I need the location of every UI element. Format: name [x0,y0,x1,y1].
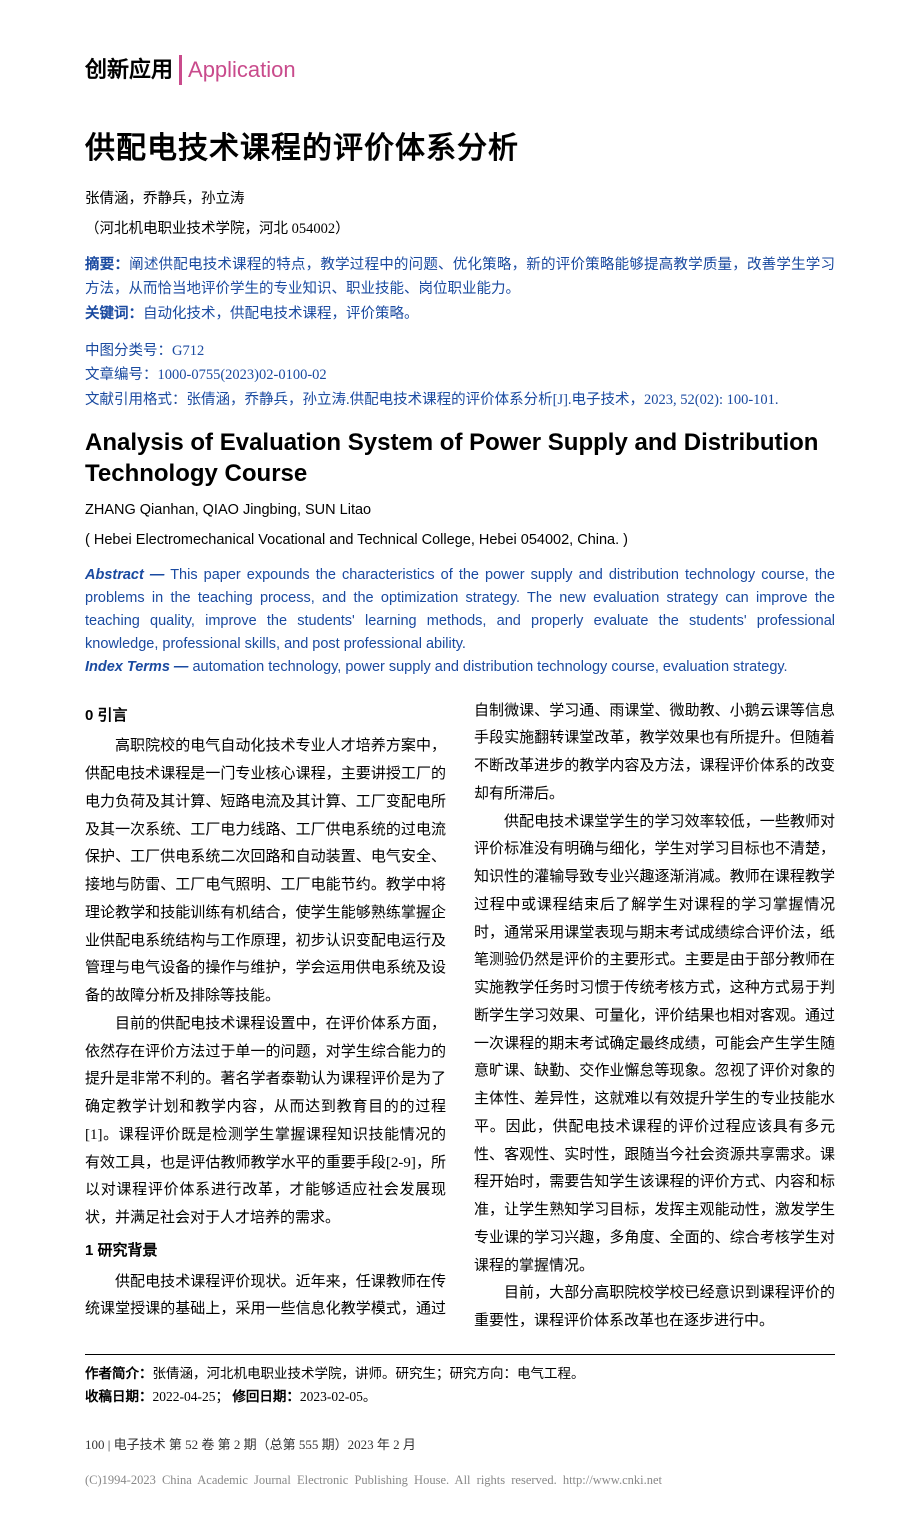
author-info-text: 张倩涵，河北机电职业技术学院，讲师。研究生；研究方向：电气工程。 [153,1366,585,1381]
author-info-block: 作者简介：张倩涵，河北机电职业技术学院，讲师。研究生；研究方向：电气工程。 收稿… [85,1354,835,1409]
recv-date: 2022-04-25； [153,1389,230,1404]
section-header: 创新应用 Application [85,50,835,91]
section-1-heading: 1 研究背景 [85,1237,446,1265]
authors-cn: 张倩涵，乔静兵，孙立涛 [85,186,835,213]
abstract-cn-text: 阐述供配电技术课程的特点，教学过程中的问题、优化策略，新的评价策略能够提高教学质… [85,257,835,298]
meta-block: 中图分类号：G712 文章编号：1000-0755(2023)02-0100-0… [85,339,835,413]
section-cn: 创新应用 [85,50,173,91]
cite-label: 文献引用格式： [85,392,187,408]
abstract-cn-block: 摘要：阐述供配电技术课程的特点，教学过程中的问题、优化策略，新的评价策略能够提高… [85,253,835,327]
header-bar [179,55,182,85]
artno: 1000-0755(2023)02-0100-02 [158,367,327,383]
artno-label: 文章编号： [85,367,158,383]
clc-label: 中图分类号： [85,343,172,359]
rev-label: 修回日期： [232,1389,300,1404]
section-0-para-2: 目前的供配电技术课程设置中，在评价体系方面，依然存在评价方法过于单一的问题，对学… [85,1011,446,1233]
author-info-label: 作者简介： [85,1366,153,1381]
article-title-cn: 供配电技术课程的评价体系分析 [85,121,835,177]
abstract-en-text: This paper expounds the characteristics … [85,567,835,653]
abstract-cn-label: 摘要： [85,257,129,273]
copyright-notice: (C)1994-2023 China Academic Journal Elec… [85,1469,835,1492]
section-1-para-3: 目前，大部分高职院校学校已经意识到课程评价的重要性，课程评价体系改革也在逐步进行… [474,1280,835,1336]
clc: G712 [172,343,204,359]
abstract-en-label: Abstract — [85,567,164,583]
cite: 张倩涵，乔静兵，孙立涛.供配电技术课程的评价体系分析[J].电子技术，2023,… [187,392,779,408]
section-en: Application [188,50,296,91]
recv-label: 收稿日期： [85,1389,153,1404]
section-0-heading: 0 引言 [85,702,446,730]
affiliation-en: ( Hebei Electromechanical Vocational and… [85,527,835,554]
affiliation-cn: （河北机电职业技术学院，河北 054002） [85,216,835,243]
index-terms-text: automation technology, power supply and … [188,659,787,675]
index-terms-label: Index Terms — [85,659,188,675]
keywords-cn-label: 关键词： [85,306,143,322]
article-title-en: Analysis of Evaluation System of Power S… [85,427,835,489]
section-1-para-2: 供配电技术课堂学生的学习效率较低，一些教师对评价标准没有明确与细化，学生对学习目… [474,809,835,1281]
keywords-cn-text: 自动化技术，供配电技术课程，评价策略。 [143,306,419,322]
article-body: 0 引言 高职院校的电气自动化技术专业人才培养方案中，供配电技术课程是一门专业核… [85,698,835,1336]
authors-en: ZHANG Qianhan, QIAO Jingbing, SUN Litao [85,497,835,524]
page-footer: 100 | 电子技术 第 52 卷 第 2 期（总第 555 期）2023 年 … [85,1433,835,1457]
rev-date: 2023-02-05。 [300,1389,377,1404]
abstract-en-block: Abstract — This paper expounds the chara… [85,564,835,680]
section-0-para-1: 高职院校的电气自动化技术专业人才培养方案中，供配电技术课程是一门专业核心课程，主… [85,733,446,1011]
